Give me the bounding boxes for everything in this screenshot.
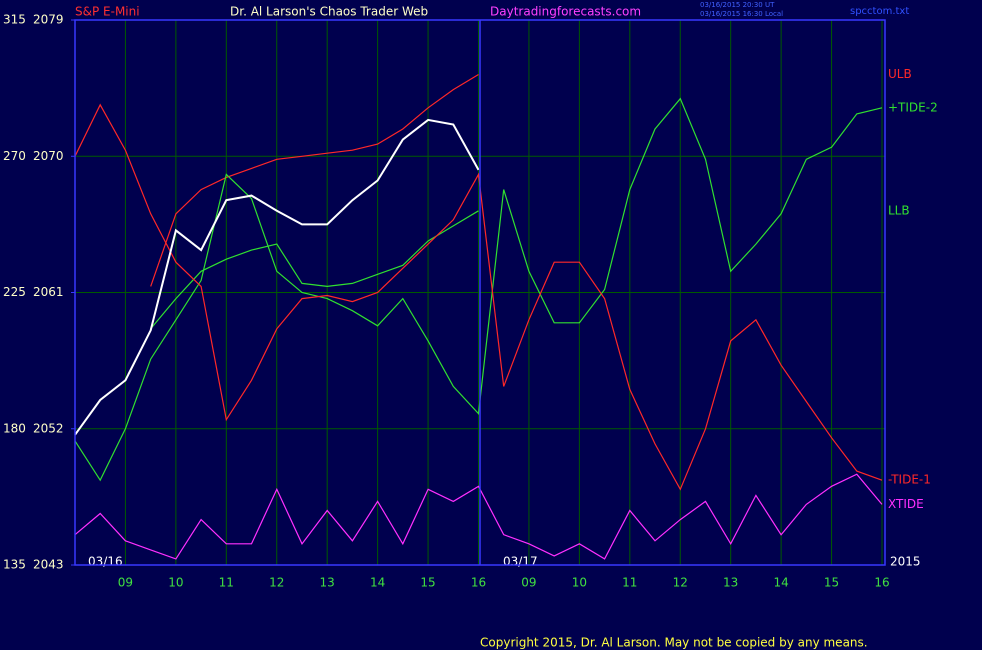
- y2-tick-label: 2070: [33, 149, 64, 163]
- series-label: +TIDE-2: [888, 100, 938, 114]
- website: Daytradingforecasts.com: [490, 5, 641, 19]
- y-tick-label: 135: [3, 558, 26, 572]
- series-line: [150, 210, 479, 330]
- series-line: [74, 118, 480, 436]
- year-label: 2015: [890, 555, 921, 569]
- series-label: LLB: [888, 203, 910, 217]
- y2-tick-label: 2052: [33, 421, 64, 435]
- y-tick-label: 225: [3, 285, 26, 299]
- date-label: 03/16: [88, 555, 123, 569]
- y-tick-label: 315: [3, 13, 26, 27]
- timestamp: 03/16/2015 16:30 Local: [700, 10, 783, 18]
- series-line: [74, 103, 883, 491]
- series-label: XTIDE: [888, 497, 924, 511]
- instrument: S&P E-Mini: [75, 5, 140, 19]
- x-tick-label: 13: [723, 576, 738, 590]
- x-tick-label: 09: [118, 576, 133, 590]
- timestamp: 03/16/2015 20:30 UT: [700, 1, 775, 9]
- x-tick-label: 16: [874, 576, 889, 590]
- x-tick-label: 12: [269, 576, 284, 590]
- y2-tick-label: 2061: [33, 285, 64, 299]
- x-tick-label: 15: [420, 576, 435, 590]
- x-tick-label: 09: [521, 576, 536, 590]
- x-tick-label: 10: [168, 576, 183, 590]
- file-name: spcctom.txt: [850, 6, 909, 17]
- y-tick-label: 270: [3, 149, 26, 163]
- x-tick-label: 16: [471, 576, 486, 590]
- plot: [74, 73, 883, 560]
- x-tick-label: 13: [320, 576, 335, 590]
- copyright: Copyright 2015, Dr. Al Larson. May not b…: [480, 636, 868, 650]
- series-line: [150, 73, 479, 287]
- x-tick-label: 14: [773, 576, 788, 590]
- x-tick-label: 12: [673, 576, 688, 590]
- date-label: 03/17: [503, 555, 538, 569]
- x-tick-label: 15: [824, 576, 839, 590]
- series-line: [74, 473, 883, 560]
- series-label: ULB: [888, 67, 912, 81]
- x-tick-label: 14: [370, 576, 385, 590]
- y2-tick-label: 2043: [33, 558, 64, 572]
- x-tick-label: 11: [622, 576, 637, 590]
- y-tick-label: 180: [3, 421, 26, 435]
- series-line: [74, 97, 883, 482]
- y2-tick-label: 2079: [33, 13, 64, 27]
- series-label: -TIDE-1: [888, 473, 931, 487]
- x-tick-label: 10: [572, 576, 587, 590]
- x-tick-label: 11: [219, 576, 234, 590]
- chart-title: Dr. Al Larson's Chaos Trader Web: [230, 5, 428, 19]
